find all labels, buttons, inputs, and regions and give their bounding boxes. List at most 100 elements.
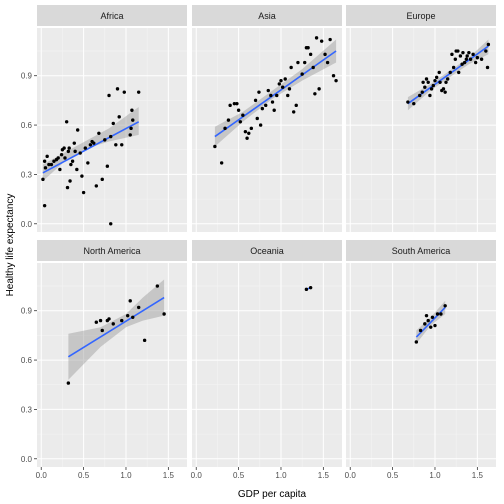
x-tick-label: 1.5 xyxy=(472,471,484,480)
data-point xyxy=(219,161,224,165)
data-point xyxy=(241,113,245,117)
data-point xyxy=(100,328,104,333)
panel-background xyxy=(192,28,342,232)
data-point xyxy=(424,313,429,318)
data-point xyxy=(296,60,300,65)
data-point xyxy=(67,146,71,150)
data-point xyxy=(334,78,338,83)
data-point xyxy=(162,312,166,316)
data-point xyxy=(255,116,259,121)
data-point xyxy=(136,90,141,94)
data-point xyxy=(443,90,447,94)
y-axis-ticks: 0.0 0.3 0.6 0.9 0.0 0.3 0.6 0.9 xyxy=(21,72,37,464)
data-point xyxy=(448,70,452,75)
data-point xyxy=(406,100,410,104)
data-point xyxy=(88,143,93,147)
data-point xyxy=(56,156,60,160)
data-point xyxy=(433,78,437,83)
data-point xyxy=(98,318,103,323)
data-point xyxy=(456,49,460,53)
data-point xyxy=(136,305,141,310)
data-point xyxy=(304,287,309,292)
panel-background xyxy=(346,263,496,467)
x-tick-label: 0.0 xyxy=(36,471,48,480)
trend-line xyxy=(214,50,337,138)
data-point xyxy=(433,323,437,328)
data-point xyxy=(289,65,293,70)
data-point xyxy=(41,177,45,182)
data-point xyxy=(467,50,471,55)
y-tick-label: 0.6 xyxy=(21,121,33,130)
data-point xyxy=(468,57,473,61)
data-point xyxy=(314,36,319,40)
data-point xyxy=(131,315,135,319)
data-point xyxy=(142,338,147,343)
data-point xyxy=(78,151,82,155)
facet-strip-label: Africa xyxy=(100,11,123,21)
data-point xyxy=(120,143,124,147)
data-point xyxy=(223,126,227,131)
data-point xyxy=(451,65,456,70)
x-tick-label: 0.5 xyxy=(233,471,245,480)
data-point xyxy=(264,103,268,108)
data-point xyxy=(130,108,134,112)
x-tick-label: 1.5 xyxy=(318,471,330,480)
data-point xyxy=(434,75,439,80)
facet-panel-north-america: North America xyxy=(37,240,187,467)
data-point xyxy=(100,177,104,182)
data-point xyxy=(435,312,440,316)
facet-strip-label: Europe xyxy=(406,11,435,21)
facet-panel-south-america: South America xyxy=(346,240,496,467)
data-point xyxy=(475,55,480,60)
data-point xyxy=(103,138,107,142)
y-tick-label: 0.3 xyxy=(21,170,33,179)
data-point xyxy=(279,78,283,83)
y-tick-label: 0.0 xyxy=(21,220,33,229)
data-point xyxy=(97,131,101,135)
data-point xyxy=(249,126,254,131)
data-point xyxy=(485,65,490,70)
confidence-band xyxy=(68,279,165,380)
data-point xyxy=(65,185,70,190)
data-point xyxy=(479,57,484,61)
facet-strip xyxy=(346,5,496,26)
facet-strip-label: North America xyxy=(83,246,140,256)
data-point xyxy=(109,134,113,139)
data-point xyxy=(111,322,115,326)
data-point xyxy=(42,203,47,208)
data-point xyxy=(325,60,330,65)
data-point xyxy=(83,146,88,150)
data-point xyxy=(72,141,76,145)
panel-background xyxy=(37,28,187,232)
data-point xyxy=(275,93,279,98)
data-point xyxy=(66,381,71,385)
data-point xyxy=(465,54,469,58)
data-point xyxy=(107,93,111,98)
data-point xyxy=(236,108,241,112)
trend-line xyxy=(415,306,446,338)
data-point xyxy=(75,128,80,132)
data-point xyxy=(450,52,454,57)
data-point xyxy=(420,90,424,94)
x-tick-label: 1.0 xyxy=(429,471,441,480)
data-point xyxy=(257,90,261,94)
data-point xyxy=(70,159,75,163)
x-tick-label: 0.0 xyxy=(191,471,203,480)
data-point xyxy=(92,141,96,145)
data-point xyxy=(458,54,463,58)
data-point xyxy=(418,93,422,98)
data-point xyxy=(303,60,307,65)
data-point xyxy=(128,299,132,303)
trend-line xyxy=(42,121,140,174)
facet-strip-label: South America xyxy=(392,246,451,256)
facet-strip xyxy=(37,240,187,261)
data-point xyxy=(232,101,237,106)
data-point xyxy=(429,87,434,91)
data-point xyxy=(107,317,111,321)
data-point xyxy=(269,93,273,98)
x-tick-label: 0.0 xyxy=(345,471,357,480)
data-point xyxy=(431,83,435,88)
data-point xyxy=(58,167,62,172)
facet-panel-asia: Asia xyxy=(192,5,342,232)
